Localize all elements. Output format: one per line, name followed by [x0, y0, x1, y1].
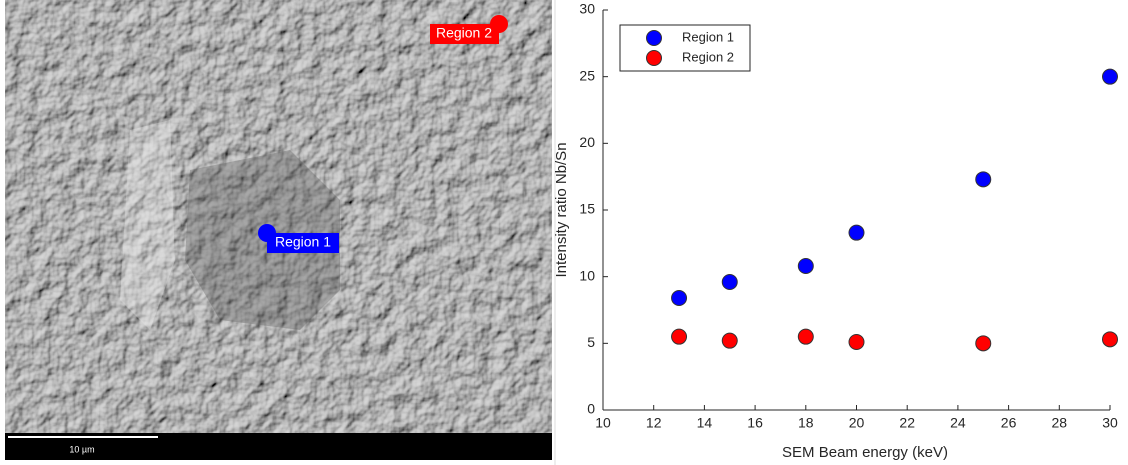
x-tick-label: 12	[646, 415, 662, 431]
point	[671, 328, 688, 345]
x-tick-label: 20	[849, 415, 865, 431]
x-tick-label: 24	[950, 415, 966, 431]
point	[721, 332, 738, 349]
y-tick-label: 10	[579, 267, 595, 283]
ridge	[120, 120, 175, 330]
x-tick-label: 26	[1001, 415, 1017, 431]
point	[671, 290, 688, 306]
x-tick-label: 30	[1102, 415, 1118, 431]
region-label-box	[267, 233, 339, 253]
x-tick-label: 16	[747, 415, 763, 431]
point	[797, 328, 814, 345]
y-tick-label: 0	[587, 401, 595, 417]
x-tick-label: 10	[595, 415, 611, 431]
region-label: Region 2	[436, 25, 492, 41]
legend-marker	[646, 30, 662, 46]
legend-label: Region 2	[682, 49, 734, 64]
point	[975, 335, 992, 352]
point	[1102, 331, 1118, 348]
sem-texture	[5, 0, 552, 433]
x-tick-label: 22	[899, 415, 915, 431]
x-axis-label: SEM Beam energy (keV)	[782, 444, 948, 461]
legend-box	[619, 24, 751, 72]
scale-bar-label: 10 µm	[69, 444, 94, 454]
point	[975, 171, 992, 188]
point	[848, 224, 865, 241]
y-tick-label: 5	[587, 334, 595, 350]
y-tick-label: 25	[579, 67, 595, 83]
x-tick-label: 28	[1052, 415, 1068, 431]
sem-image: 10 µm Region 1 Region 2	[5, 0, 552, 460]
y-tick-label: 30	[579, 1, 595, 17]
chart: SEM Beam energy (keV) Intensity ratio Nb…	[553, 1, 1118, 461]
x-tick-label: 18	[798, 415, 814, 431]
point	[848, 334, 865, 350]
point	[721, 274, 738, 290]
y-axis-label: Intensity ratio Nb/Sn	[553, 142, 570, 277]
x-tick-label: 14	[697, 415, 713, 431]
y-tick-label: 20	[579, 134, 595, 150]
point	[797, 258, 814, 274]
region-label: Region 1	[275, 234, 331, 250]
y-tick-label: 15	[579, 201, 595, 217]
point	[1102, 68, 1118, 85]
legend-marker	[646, 50, 662, 66]
legend-label: Region 1	[682, 29, 734, 44]
region-label-box	[430, 24, 499, 44]
